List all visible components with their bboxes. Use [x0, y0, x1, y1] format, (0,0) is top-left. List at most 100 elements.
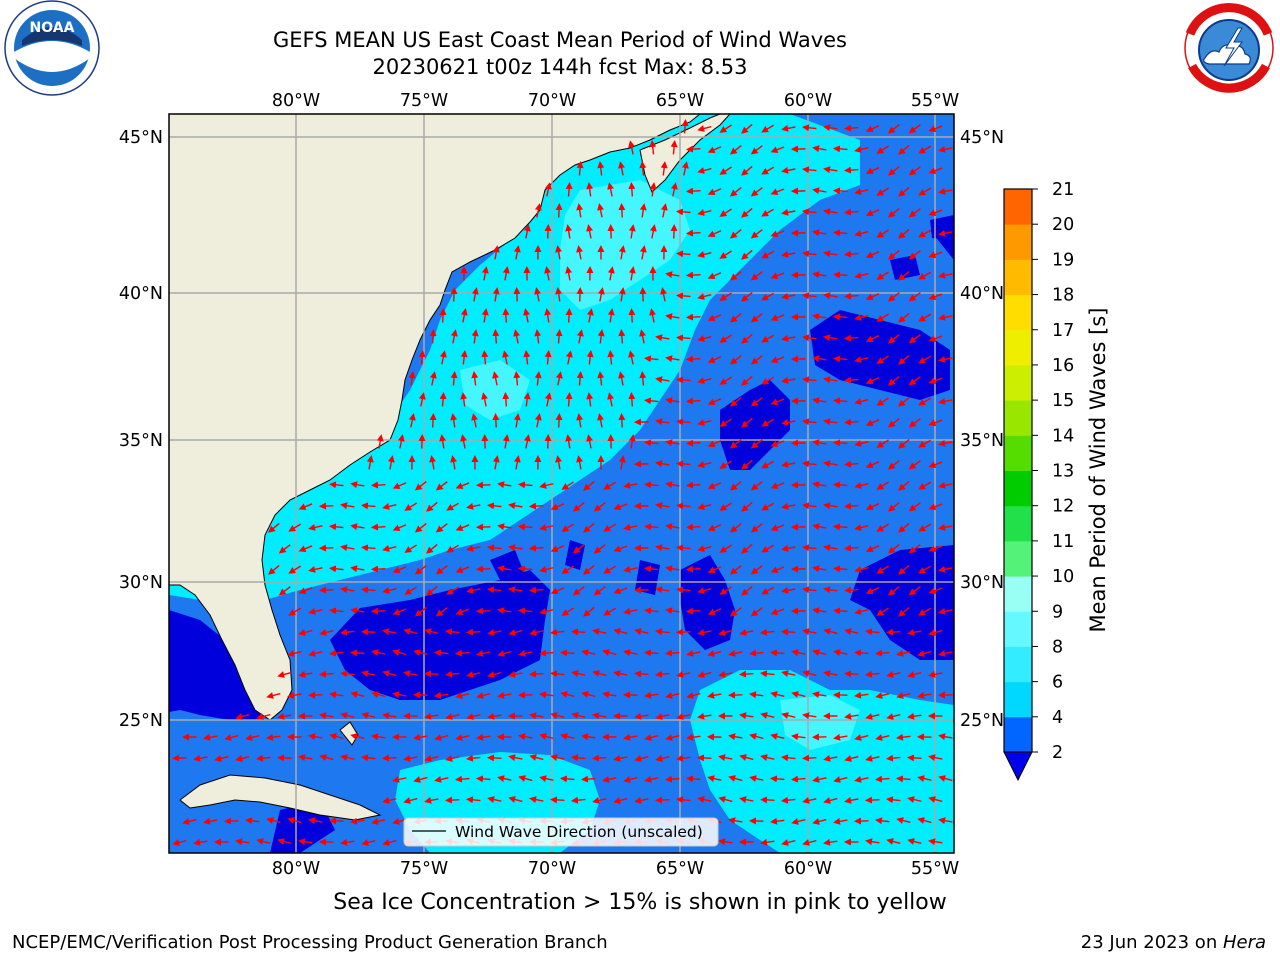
colorbar-tick-label: 8	[1052, 637, 1063, 657]
wind-wave-arrow	[843, 670, 859, 678]
wind-wave-arrow	[675, 250, 691, 258]
wind-wave-arrow	[938, 355, 953, 363]
wind-wave-arrow	[832, 565, 848, 573]
wind-wave-arrow	[843, 208, 859, 216]
wind-wave-arrow	[938, 733, 953, 741]
wind-wave-arrow	[371, 649, 386, 657]
wind-wave-arrow	[508, 670, 523, 678]
wind-wave-arrow	[761, 250, 775, 259]
wind-wave-arrow	[350, 817, 365, 825]
wind-wave-arrow	[938, 229, 953, 237]
wind-wave-arrow	[392, 482, 407, 490]
wind-wave-arrow	[898, 522, 910, 533]
wind-wave-arrow	[707, 230, 722, 238]
wind-wave-arrow	[854, 524, 869, 531]
wind-wave-arrow	[832, 229, 848, 237]
wind-wave-arrow	[593, 586, 606, 596]
wind-wave-arrow	[928, 838, 943, 846]
wind-wave-arrow	[339, 670, 355, 678]
wind-wave-arrow	[424, 628, 439, 635]
wind-wave-arrow	[649, 182, 657, 197]
footer-date: 23 Jun 2023 on Hera	[1081, 932, 1266, 953]
wind-wave-arrow	[370, 565, 386, 573]
lat-label-left: 40°N	[119, 284, 163, 304]
wind-wave-arrow	[602, 775, 617, 783]
wind-wave-arrow	[414, 523, 427, 533]
wind-wave-arrow	[854, 314, 869, 321]
wind-wave-arrow	[750, 565, 763, 575]
wind-wave-arrow	[697, 628, 712, 636]
wind-wave-arrow	[781, 754, 796, 762]
wind-wave-arrow	[770, 272, 785, 279]
wind-wave-arrow	[812, 691, 827, 699]
wind-wave-arrow	[887, 460, 900, 470]
wind-wave-arrow	[918, 439, 932, 448]
colorbar-tick-label: 9	[1052, 602, 1063, 622]
wind-wave-arrow	[426, 585, 438, 596]
wind-wave-arrow	[544, 266, 552, 281]
wind-wave-arrow	[770, 398, 785, 405]
wind-wave-arrow	[749, 691, 764, 699]
wind-wave-arrow	[298, 629, 313, 636]
wind-wave-arrow	[812, 313, 827, 321]
wind-wave-arrow	[555, 203, 563, 218]
wind-wave-arrow	[917, 650, 932, 657]
wind-wave-arrow	[876, 607, 889, 616]
wind-wave-arrow	[854, 775, 869, 783]
wind-wave-arrow	[502, 392, 510, 407]
wind-wave-arrow	[707, 356, 722, 364]
wind-wave-arrow	[760, 838, 775, 846]
colorbar-segment	[1004, 294, 1032, 331]
wind-wave-arrow	[497, 565, 512, 573]
wind-wave-arrow	[854, 356, 869, 363]
wind-wave-arrow	[392, 566, 407, 574]
wind-wave-arrow	[655, 544, 670, 552]
wind-wave-arrow	[697, 251, 712, 258]
wind-wave-arrow	[534, 203, 542, 218]
wind-wave-arrow	[874, 775, 890, 783]
wind-wave-arrow	[928, 796, 943, 803]
wind-wave-arrow	[664, 775, 680, 783]
wind-wave-arrow	[854, 734, 869, 741]
wind-wave-arrow	[454, 649, 470, 657]
wind-wave-arrow	[908, 502, 921, 512]
wind-wave-arrow	[761, 166, 775, 175]
colorbar-segment	[1004, 540, 1032, 577]
wind-wave-arrow	[329, 691, 344, 699]
wind-wave-arrow	[781, 208, 796, 216]
wind-wave-arrow	[660, 203, 668, 218]
wind-wave-arrow	[697, 671, 712, 678]
wind-wave-arrow	[539, 691, 554, 699]
wind-wave-arrow	[471, 287, 479, 302]
lat-label-right: 25°N	[960, 711, 1004, 731]
wind-wave-arrow	[492, 245, 500, 260]
wind-wave-arrow	[308, 566, 323, 573]
wind-wave-arrow	[918, 565, 932, 574]
colorbar-segment	[1004, 189, 1032, 225]
wind-wave-arrow	[628, 224, 636, 239]
wind-wave-arrow	[555, 329, 563, 344]
wind-wave-arrow	[802, 166, 817, 174]
wind-wave-arrow	[928, 125, 943, 132]
wind-wave-arrow	[550, 503, 565, 511]
lat-label-left: 25°N	[119, 711, 163, 731]
wind-wave-arrow	[481, 392, 488, 407]
wind-wave-arrow	[791, 649, 806, 657]
wind-wave-arrow	[193, 838, 208, 846]
wind-wave-arrow	[565, 392, 573, 407]
wind-wave-arrow	[802, 628, 817, 636]
wind-wave-arrow	[896, 692, 911, 699]
wind-wave-arrow	[843, 586, 859, 594]
wind-wave-arrow	[812, 818, 827, 825]
lon-label-top: 70°W	[528, 91, 576, 111]
wind-wave-arrow	[471, 329, 479, 344]
north-america-land	[169, 114, 701, 721]
wind-wave-arrow	[833, 817, 848, 825]
wind-wave-arrow	[618, 455, 626, 470]
wind-wave-arrow	[917, 817, 932, 824]
wind-wave-arrow	[832, 397, 848, 405]
wind-wave-arrow	[665, 692, 680, 699]
wind-wave-arrow	[613, 545, 628, 552]
wind-wave-arrow	[576, 329, 584, 344]
wind-wave-arrow	[875, 734, 890, 741]
